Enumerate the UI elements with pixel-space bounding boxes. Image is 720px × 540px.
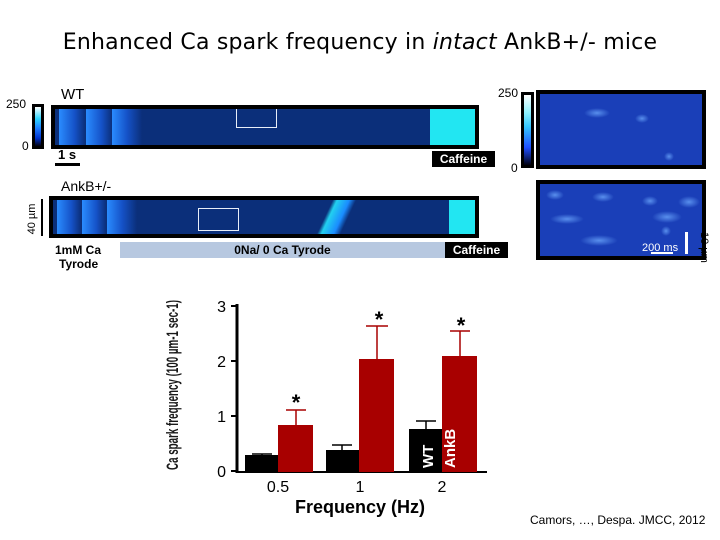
wt-zoom-image [536, 90, 706, 169]
bar-wt-2 [409, 429, 442, 472]
ankb-transient-1 [57, 200, 81, 234]
spark [592, 192, 614, 202]
spark [661, 226, 671, 236]
ankb-transient-3 [107, 200, 137, 234]
y-axis-label-text: Ca spark frequency (100 µm-1 sec-1) [163, 300, 182, 470]
bar-ankb-0.5 [278, 425, 313, 472]
slide-title: Enhanced Ca spark frequency in intact An… [0, 30, 720, 55]
ankb-spontaneous-wave [316, 200, 356, 234]
solution-1mm-ca-label: 1mM Ca Tyrode [55, 243, 101, 271]
solution-1-line2: Tyrode [59, 257, 99, 271]
wt-roi-box [236, 109, 277, 128]
x-axis-label: Frequency (Hz) [295, 497, 425, 517]
significance-star-0.5: * [292, 390, 301, 415]
ytick-0: 0 [217, 464, 226, 481]
wt-label: WT [61, 86, 85, 103]
colorbar-right [521, 92, 534, 168]
time-scale-label: 1 s [58, 147, 77, 162]
ankb-transient-2 [82, 200, 106, 234]
space-scale-bar [41, 199, 43, 236]
legend-wt: WT [420, 445, 437, 468]
spark [635, 114, 649, 123]
ankb-label: AnkB+/- [61, 178, 112, 194]
bar-wt-0.5 [245, 455, 278, 472]
ankb-zoom-image [536, 180, 706, 260]
solution-0na-0ca-bar: 0Na/ 0 Ca Tyrode [120, 242, 445, 258]
spark [580, 235, 618, 246]
zoom-time-scale-bar [651, 252, 673, 254]
wt-transient-3 [112, 109, 142, 145]
right-colorbar-min-label: 0 [511, 161, 518, 175]
wt-transient-1 [59, 109, 85, 145]
bar-ankb-2 [442, 356, 477, 472]
right-colorbar-max-label: 250 [498, 86, 519, 100]
ankb-roi-box [198, 208, 239, 231]
xtick-2: 2 [438, 479, 447, 496]
spark [664, 152, 674, 161]
ankb-caffeine-band [449, 200, 475, 234]
spark [678, 196, 700, 208]
bar-wt-1 [326, 450, 359, 472]
colorbar-max-label: 250 [6, 97, 27, 111]
zoom-space-scale-bar [685, 232, 688, 254]
title-text: Enhanced Ca spark frequency in [62, 30, 433, 55]
title-italic: intact [432, 30, 497, 55]
ankb-caffeine-label: Caffeine [445, 242, 508, 258]
spark [642, 196, 658, 206]
xtick-1: 1 [356, 479, 365, 496]
significance-star-2: * [457, 313, 466, 338]
bar-ankb-1 [359, 359, 394, 472]
wt-caffeine-band [430, 109, 475, 145]
svg-text:AnkB: AnkB [442, 429, 459, 468]
wt-linescan-image [51, 105, 479, 149]
wt-caffeine-label: Caffeine [432, 151, 495, 167]
spark [546, 190, 564, 200]
colorbar-left [32, 104, 44, 149]
citation: Camors, …, Despa. JMCC, 2012 [530, 513, 706, 527]
ytick-1: 1 [217, 409, 226, 426]
colorbar-min-label: 0 [22, 139, 29, 153]
y-axis-label: Ca spark frequency (100 µm-1 sec-1) [163, 300, 182, 470]
spark [652, 211, 682, 223]
xtick-0.5: 0.5 [267, 479, 289, 496]
wt-transient-2 [86, 109, 112, 145]
significance-star-1: * [375, 307, 384, 332]
svg-text:WT: WT [420, 445, 437, 468]
spark [584, 108, 610, 118]
ankb-linescan-image [49, 196, 479, 238]
title-suffix: AnkB+/- mice [496, 30, 658, 55]
spark [550, 214, 584, 224]
ytick-3: 3 [217, 299, 226, 316]
ytick-2: 2 [217, 354, 226, 371]
time-scale-bar [55, 163, 80, 166]
legend-ankb: AnkB [442, 429, 459, 468]
zoom-time-scale-label: 200 ms [642, 242, 679, 254]
solution-1-line1: 1mM Ca [55, 243, 102, 257]
